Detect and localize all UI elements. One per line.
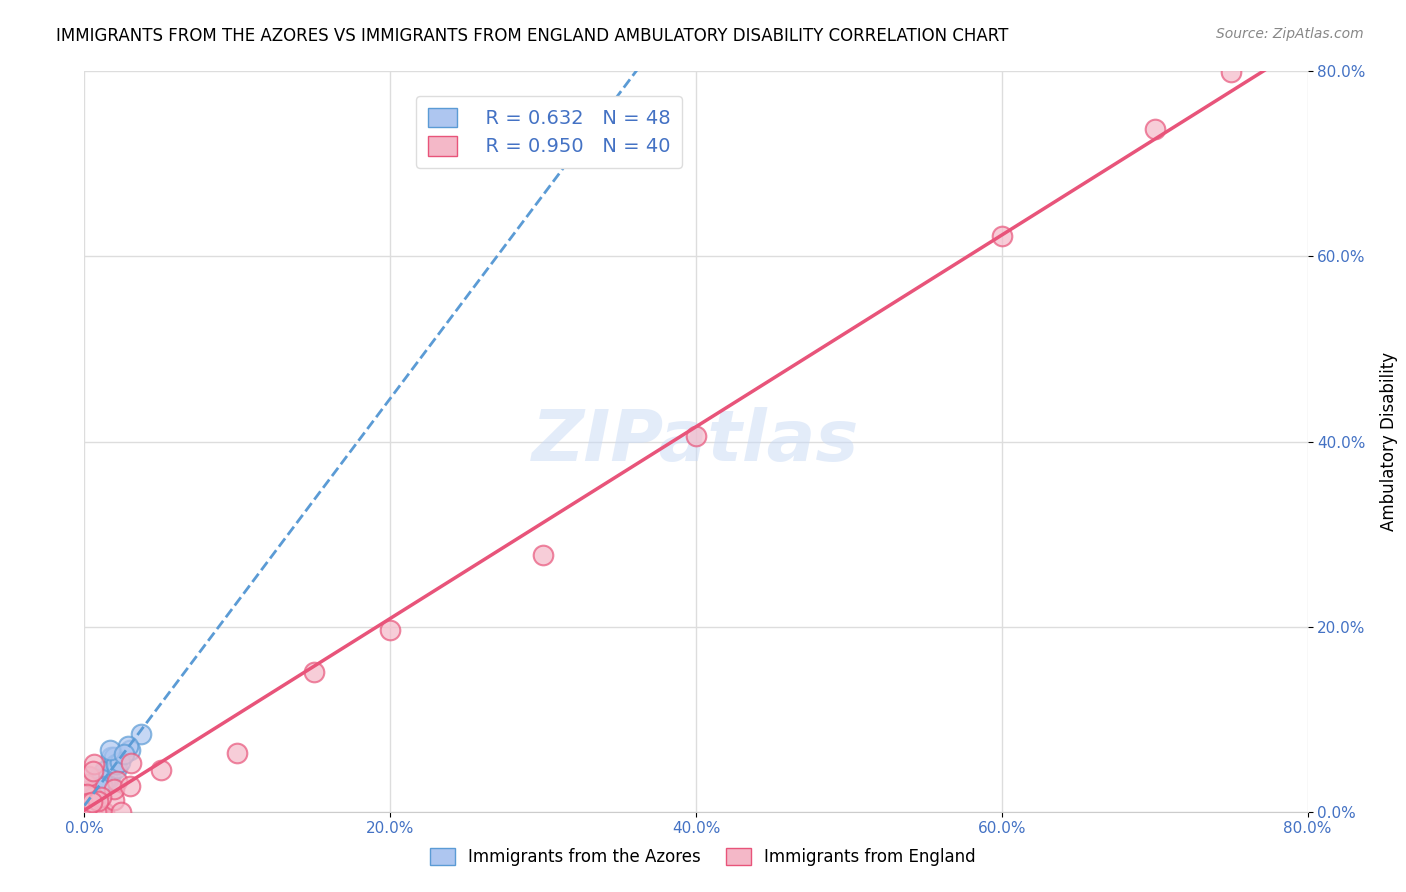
Point: [77, 796, 100, 810]
Point: [103, 750, 125, 764]
Point: [84, 805, 107, 819]
Point: [87, 805, 110, 819]
Point: [80, 805, 103, 819]
Point: [94, 764, 117, 779]
Point: [91, 778, 114, 792]
Point: [98, 770, 121, 784]
Point: [77, 805, 100, 819]
Point: [90, 789, 112, 804]
Point: [75, 805, 97, 819]
Point: [80, 804, 103, 818]
Point: [90, 772, 112, 786]
Point: [380, 623, 402, 637]
Point: [104, 758, 127, 772]
Point: [87, 782, 110, 797]
Legend:   R = 0.632   N = 48,   R = 0.950   N = 40: R = 0.632 N = 48, R = 0.950 N = 40: [416, 95, 682, 168]
Y-axis label: Ambulatory Disability: Ambulatory Disability: [1379, 352, 1398, 531]
Point: [77, 797, 100, 812]
Point: [531, 548, 554, 562]
Point: [76, 796, 98, 810]
Point: [120, 743, 142, 757]
Point: [84, 788, 107, 802]
Point: [76, 770, 98, 784]
Point: [75, 777, 97, 791]
Point: [100, 765, 122, 780]
Point: [96, 772, 118, 786]
Point: [149, 764, 172, 778]
Point: [87, 782, 110, 797]
Point: [75, 796, 97, 810]
Point: [75, 798, 97, 813]
Point: [75, 805, 97, 819]
Point: [83, 783, 105, 797]
Point: [75, 797, 97, 811]
Point: [129, 727, 152, 741]
Point: [991, 229, 1014, 244]
Legend: Immigrants from the Azores, Immigrants from England: Immigrants from the Azores, Immigrants f…: [422, 840, 984, 875]
Point: [75, 800, 97, 814]
Point: [108, 755, 131, 769]
Point: [91, 776, 114, 790]
Point: [83, 805, 105, 819]
Point: [97, 772, 120, 787]
Point: [120, 756, 142, 771]
Point: [100, 749, 122, 764]
Point: [77, 795, 100, 809]
Point: [82, 794, 104, 808]
Point: [117, 739, 139, 754]
Point: [91, 805, 114, 819]
Point: [86, 771, 108, 785]
Point: [1143, 121, 1166, 136]
Text: Source: ZipAtlas.com: Source: ZipAtlas.com: [1216, 27, 1364, 41]
Point: [1220, 65, 1243, 79]
Point: [685, 429, 707, 443]
Point: [91, 779, 114, 793]
Point: [80, 795, 103, 809]
Point: [93, 764, 115, 779]
Point: [80, 793, 103, 807]
Point: [76, 790, 98, 805]
Point: [80, 794, 103, 808]
Point: [80, 790, 103, 805]
Point: [82, 764, 104, 778]
Text: ZIPatlas: ZIPatlas: [533, 407, 859, 476]
Point: [98, 743, 121, 757]
Point: [302, 665, 325, 679]
Point: [80, 793, 103, 807]
Point: [82, 789, 104, 804]
Point: [104, 756, 127, 771]
Point: [105, 774, 128, 789]
Point: [86, 776, 108, 790]
Text: IMMIGRANTS FROM THE AZORES VS IMMIGRANTS FROM ENGLAND AMBULATORY DISABILITY CORR: IMMIGRANTS FROM THE AZORES VS IMMIGRANTS…: [56, 27, 1008, 45]
Point: [89, 805, 111, 819]
Point: [75, 801, 97, 815]
Point: [79, 805, 101, 819]
Point: [94, 773, 117, 788]
Point: [82, 793, 104, 807]
Point: [110, 805, 132, 819]
Point: [103, 781, 125, 796]
Point: [120, 779, 142, 793]
Point: [76, 799, 98, 814]
Point: [87, 795, 110, 809]
Point: [86, 787, 108, 801]
Point: [105, 761, 128, 775]
Point: [83, 757, 105, 772]
Point: [82, 805, 104, 819]
Point: [75, 784, 97, 798]
Point: [90, 775, 112, 789]
Point: [93, 805, 115, 819]
Point: [112, 747, 135, 761]
Point: [103, 792, 125, 806]
Point: [76, 788, 98, 802]
Point: [87, 780, 110, 794]
Point: [75, 805, 97, 819]
Point: [226, 746, 249, 760]
Point: [77, 769, 100, 783]
